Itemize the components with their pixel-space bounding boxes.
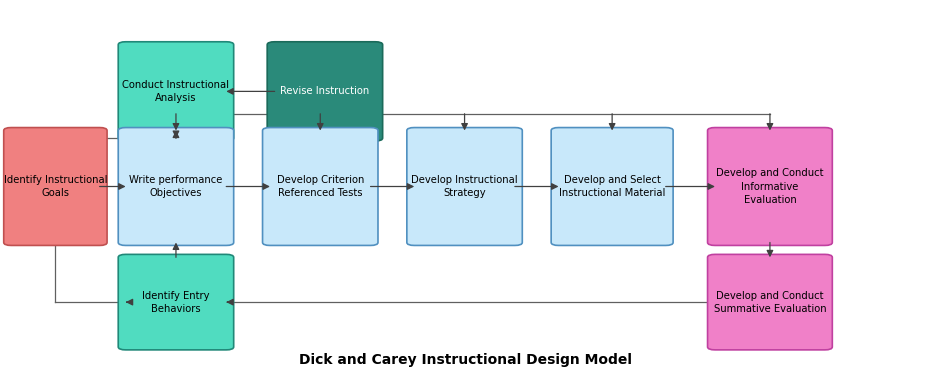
- FancyBboxPatch shape: [551, 128, 673, 245]
- FancyBboxPatch shape: [708, 128, 832, 245]
- FancyBboxPatch shape: [118, 42, 234, 141]
- FancyBboxPatch shape: [708, 254, 832, 350]
- FancyBboxPatch shape: [118, 254, 234, 350]
- Text: Identify Entry
Behaviors: Identify Entry Behaviors: [142, 291, 209, 314]
- Text: Write performance
Objectives: Write performance Objectives: [129, 175, 223, 198]
- Text: Conduct Instructional
Analysis: Conduct Instructional Analysis: [123, 80, 229, 103]
- FancyBboxPatch shape: [4, 128, 107, 245]
- FancyBboxPatch shape: [263, 128, 378, 245]
- FancyBboxPatch shape: [118, 128, 234, 245]
- FancyBboxPatch shape: [267, 42, 383, 141]
- Text: Develop Instructional
Strategy: Develop Instructional Strategy: [412, 175, 518, 198]
- Text: Identify Instructional
Goals: Identify Instructional Goals: [4, 175, 107, 198]
- Text: Develop and Conduct
Summative Evaluation: Develop and Conduct Summative Evaluation: [714, 291, 826, 314]
- Text: Develop and Select
Instructional Material: Develop and Select Instructional Materia…: [559, 175, 666, 198]
- Text: Develop Criterion
Referenced Tests: Develop Criterion Referenced Tests: [277, 175, 364, 198]
- FancyBboxPatch shape: [407, 128, 522, 245]
- Text: Dick and Carey Instructional Design Model: Dick and Carey Instructional Design Mode…: [299, 353, 632, 367]
- Text: Develop and Conduct
Informative
Evaluation: Develop and Conduct Informative Evaluati…: [716, 168, 824, 205]
- Text: Revise Instruction: Revise Instruction: [280, 87, 370, 96]
